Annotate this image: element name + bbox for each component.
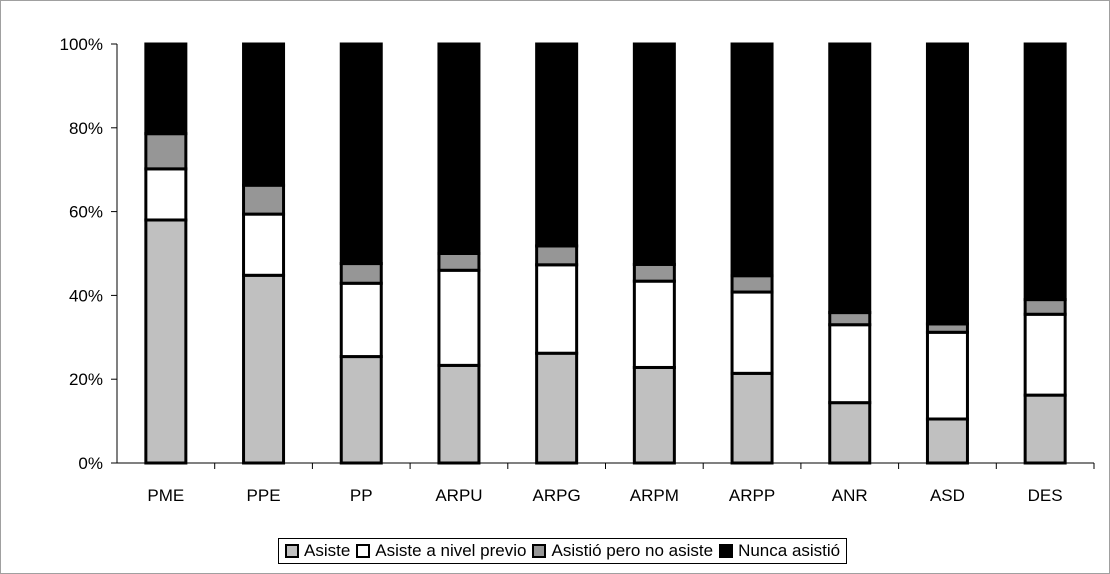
bar-segment <box>730 371 774 465</box>
bar-segment <box>339 355 383 465</box>
bar-segment <box>144 218 188 465</box>
bar-segment <box>632 365 676 465</box>
y-tick-label: 40% <box>69 286 103 305</box>
bar-segment <box>1023 298 1067 316</box>
bar-segment <box>828 311 872 327</box>
x-tick-label: ARPG <box>533 486 581 505</box>
y-tick-label: 60% <box>69 203 103 222</box>
legend-item: Asistió pero no asiste <box>532 541 713 561</box>
legend-swatch <box>285 544 299 558</box>
bar-segment <box>339 42 383 266</box>
x-tick-label: PPE <box>247 486 281 505</box>
x-tick-label: ARPP <box>729 486 775 505</box>
legend-label: Asiste a nivel previo <box>375 541 527 560</box>
bar-segment <box>828 42 872 315</box>
bar-segment <box>828 323 872 405</box>
legend-item: Asiste a nivel previo <box>356 541 526 561</box>
legend: Asiste Asiste a nivel previo Asistió pero … <box>278 538 848 564</box>
bar-segment <box>437 252 481 272</box>
bar-segment <box>242 183 286 216</box>
legend-label: Asistió pero no asiste <box>551 541 714 560</box>
bar-segment <box>437 363 481 465</box>
bar-segment <box>925 42 969 326</box>
legend-label: Asiste <box>304 541 351 560</box>
bar-segment <box>828 401 872 465</box>
bar-segment <box>242 212 286 277</box>
bar-segment <box>730 274 774 294</box>
bar-segment <box>339 281 383 359</box>
bar-segment <box>1023 42 1067 302</box>
bar-segment <box>632 279 676 369</box>
bar-segment <box>144 42 188 136</box>
legend-label: Nunca asistió <box>738 541 841 560</box>
x-axis: PME PPE PP ARPU ARPG ARPM ARPP ANR ASD DES <box>147 463 1095 505</box>
y-tick-label: 20% <box>69 370 103 389</box>
legend-item: Asiste <box>285 541 350 561</box>
bar-segment <box>339 262 383 285</box>
bar-segment <box>144 167 188 222</box>
bar-segment <box>925 330 969 421</box>
x-tick-label: ARPU <box>435 486 482 505</box>
x-tick-label: PP <box>350 486 373 505</box>
bar-segment <box>730 42 774 278</box>
bar-segment <box>632 42 676 266</box>
bars-group <box>144 42 1067 465</box>
bar-segment <box>144 132 188 171</box>
bar-segment <box>242 273 286 465</box>
bar-segment <box>925 417 969 465</box>
y-tick-label: 80% <box>69 119 103 138</box>
x-tick-label: ANR <box>832 486 868 505</box>
legend-swatch <box>532 544 547 558</box>
y-tick-label: 0% <box>78 454 103 473</box>
bar-segment <box>1023 312 1067 397</box>
bar-segment <box>730 290 774 375</box>
bar-segment <box>535 42 579 248</box>
bar-segment <box>535 263 579 355</box>
bar-segment <box>1023 393 1067 465</box>
legend-swatch <box>356 544 371 558</box>
x-tick-label: PME <box>147 486 184 505</box>
bar-segment <box>535 244 579 267</box>
legend-item: Nunca asistió <box>719 541 840 561</box>
bar-segment <box>535 351 579 465</box>
bar-segment <box>632 262 676 283</box>
legend-swatch <box>719 544 734 558</box>
y-tick-label: 100% <box>60 35 103 54</box>
x-tick-label: ASD <box>930 486 965 505</box>
x-tick-label: ARPM <box>630 486 679 505</box>
bar-segment <box>437 42 481 255</box>
bar-segment <box>242 42 286 187</box>
x-tick-label: DES <box>1028 486 1063 505</box>
bar-segment <box>437 268 481 367</box>
y-axis: 0% 20% 40% 60% 80% 100% <box>60 35 117 473</box>
